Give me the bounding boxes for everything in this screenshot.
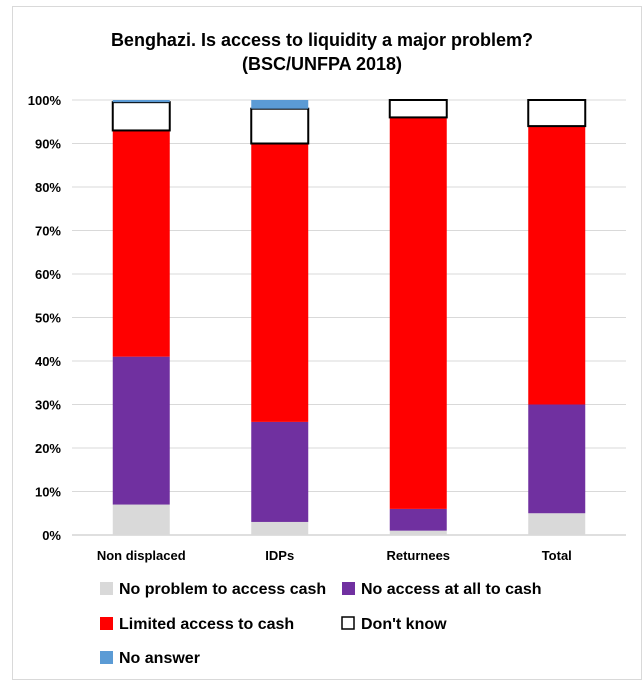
y-axis-ticks: 0% 10% 20% 30% 40% 50% 60% 70% 80% 90% 100% (28, 93, 62, 543)
legend-swatch (341, 616, 355, 630)
bar-segment (528, 126, 586, 405)
legend: No problem to access cash No access at al… (100, 581, 542, 667)
bar-segment (112, 504, 170, 535)
y-tick-label: 80% (35, 180, 61, 195)
bar-segment (389, 117, 447, 509)
legend-swatch (100, 651, 113, 664)
y-tick-label: 70% (35, 224, 61, 239)
bar-segment (388, 99, 448, 119)
bar-segment (251, 143, 309, 422)
legend-label: No problem to access cash (119, 581, 326, 598)
legend-label: No answer (119, 650, 200, 667)
bar-segment (112, 130, 170, 357)
chart-title: Benghazi. Is access to liquidity a major… (111, 30, 533, 50)
legend-swatch (342, 582, 355, 595)
legend-swatch (100, 617, 113, 630)
y-tick-label: 20% (35, 441, 61, 456)
y-tick-label: 30% (35, 398, 61, 413)
y-tick-label: 90% (35, 137, 61, 152)
x-category-label: Returnees (386, 548, 450, 563)
y-tick-label: 60% (35, 267, 61, 282)
bar-segment (389, 530, 447, 535)
bar-segment (528, 404, 586, 514)
bar-segment (112, 356, 170, 505)
bar-segment (527, 99, 587, 128)
bar-segment (528, 513, 586, 535)
y-tick-label: 100% (28, 93, 62, 108)
chart-subtitle: (BSC/UNFPA 2018) (242, 54, 402, 74)
y-tick-label: 0% (42, 528, 61, 543)
x-category-label: Non displaced (97, 548, 186, 563)
bar-segment (389, 508, 447, 531)
x-category-label: IDPs (265, 548, 294, 563)
y-tick-label: 40% (35, 354, 61, 369)
x-axis-labels: Non displaced IDPs Returnees Total (97, 548, 572, 563)
bar-segment (250, 107, 310, 145)
legend-label: No access at all to cash (361, 581, 542, 598)
x-category-label: Total (542, 548, 572, 563)
bar-segment (251, 521, 309, 535)
y-tick-label: 10% (35, 485, 61, 500)
legend-label: Limited access to cash (119, 616, 294, 633)
bar-segment (251, 100, 309, 109)
legend-swatch (100, 582, 113, 595)
y-tick-label: 50% (35, 311, 61, 326)
bar-segment (251, 421, 309, 522)
bar-segment (112, 100, 170, 103)
bar-segment (111, 101, 171, 132)
bars (111, 99, 587, 535)
legend-label: Don't know (361, 616, 447, 633)
